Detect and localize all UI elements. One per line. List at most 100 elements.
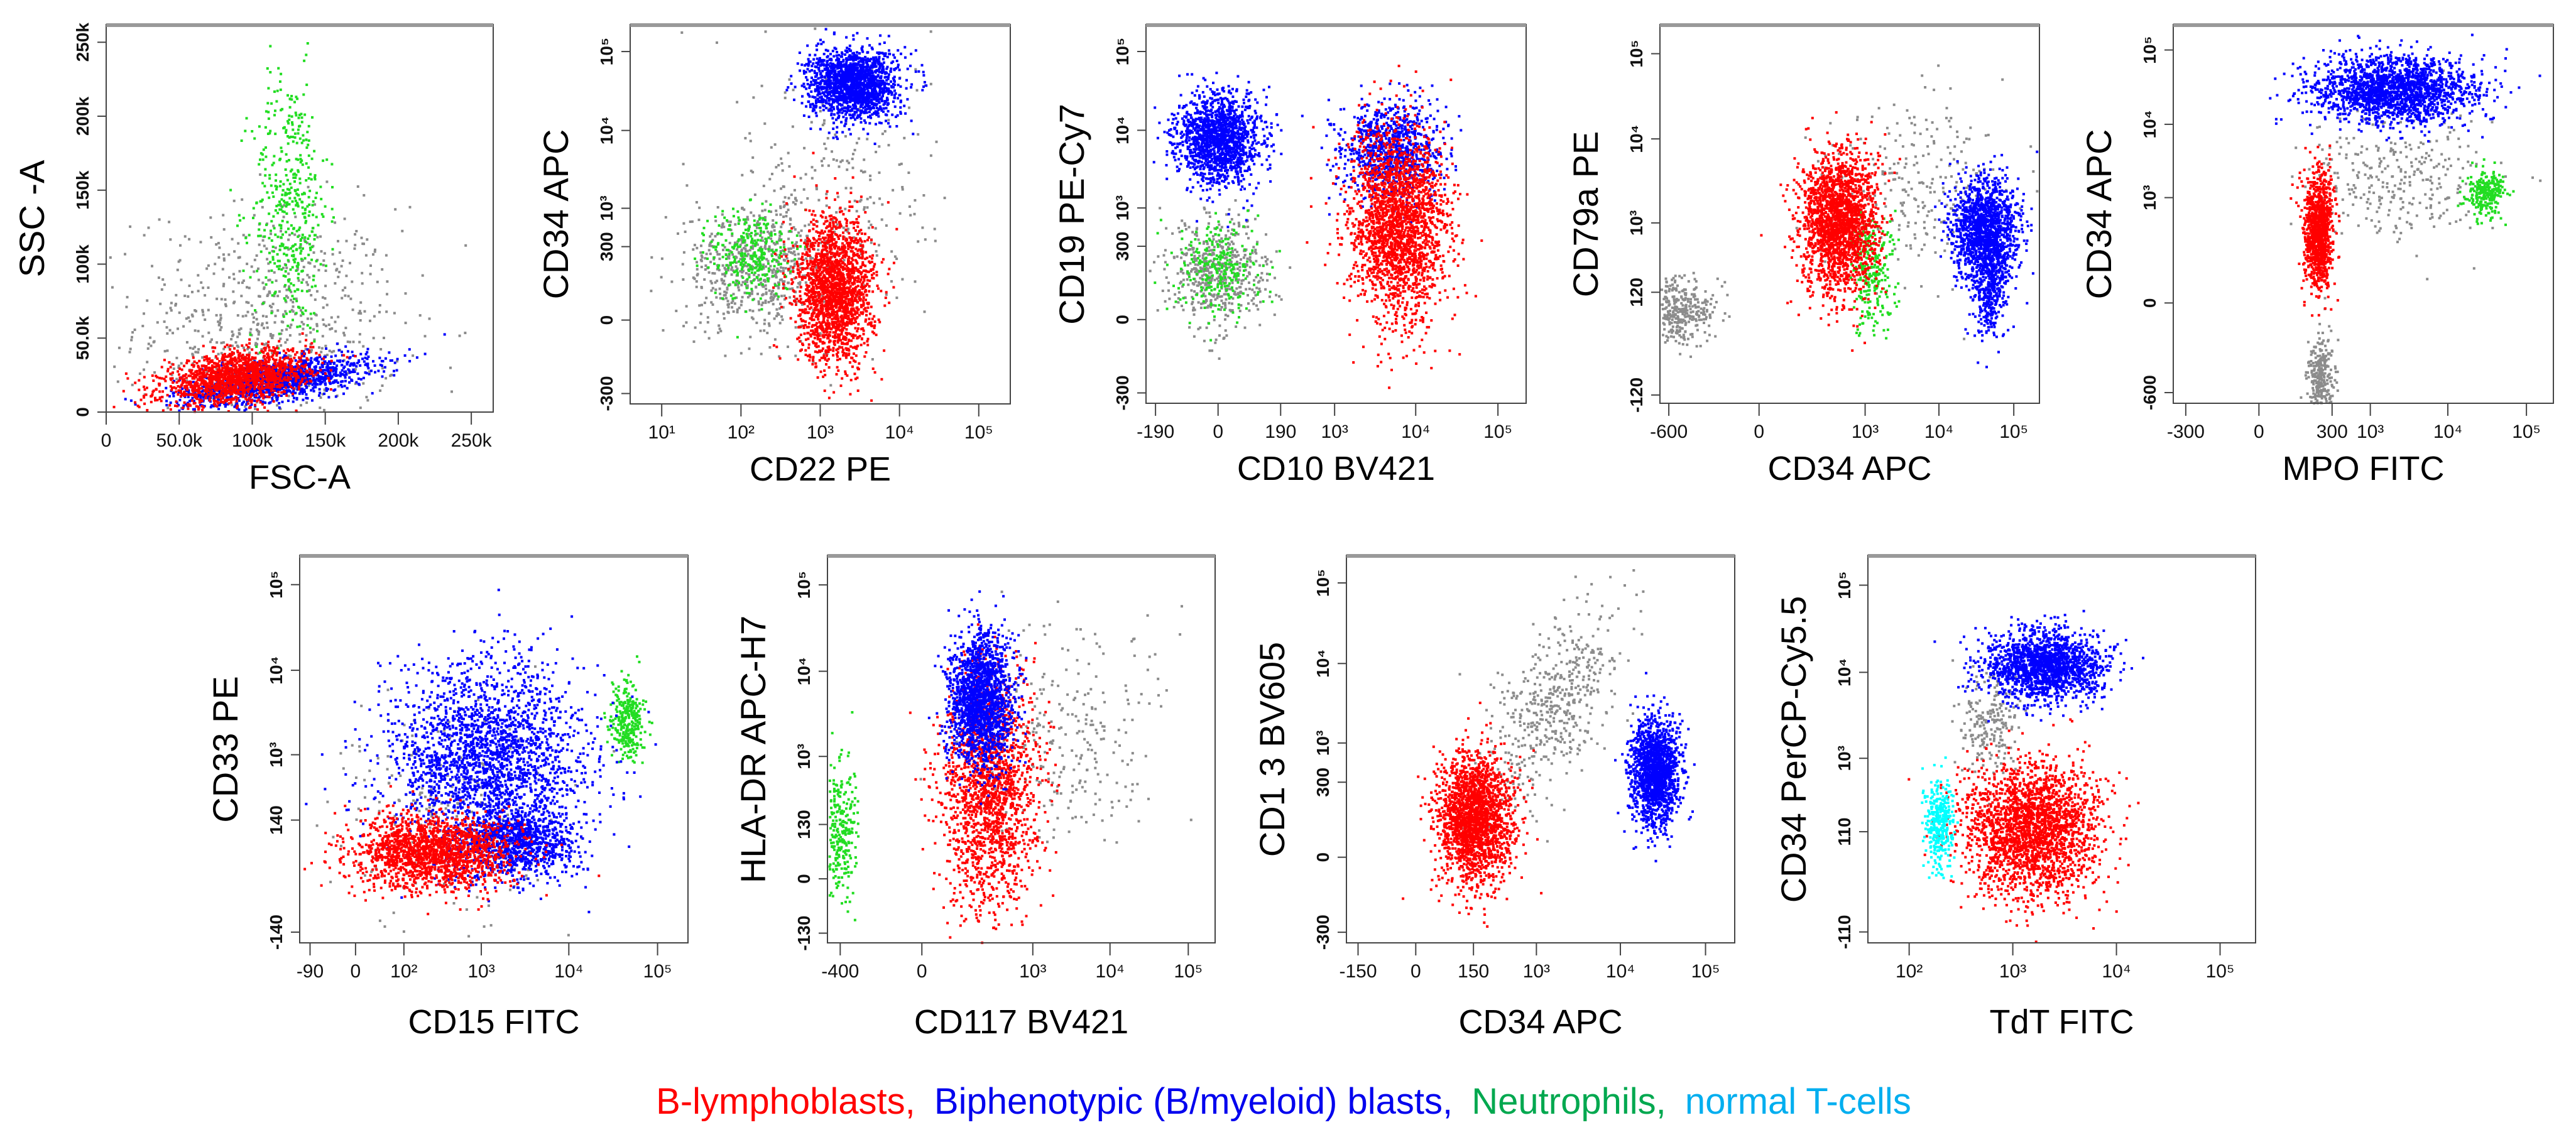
point-red (245, 344, 248, 347)
point-green (729, 261, 732, 264)
point-gray (285, 288, 288, 291)
point-green (291, 266, 294, 269)
point-green (263, 235, 266, 238)
point-green (760, 250, 763, 253)
point-green (292, 173, 295, 176)
point-gray (241, 281, 244, 285)
point-blue (336, 364, 339, 367)
point-red (196, 382, 199, 385)
point-gray (358, 333, 361, 336)
point-green (304, 309, 307, 312)
point-blue (311, 383, 314, 386)
point-green (718, 224, 721, 227)
point-gray (720, 279, 723, 282)
point-blue (343, 365, 346, 368)
point-green (305, 290, 308, 293)
point-gray (320, 351, 323, 354)
point-green (295, 312, 298, 315)
point-red (205, 390, 208, 393)
point-gray (324, 297, 327, 300)
point-blue (367, 356, 370, 358)
point-gray (296, 267, 299, 270)
point-red (240, 354, 243, 357)
point-gray (731, 306, 734, 309)
point-red (200, 400, 204, 403)
point-blue (321, 364, 324, 367)
point-blue (260, 389, 263, 392)
point-red (239, 365, 242, 368)
point-gray (791, 125, 794, 128)
point-blue (319, 366, 322, 369)
point-red (311, 370, 314, 373)
point-green (311, 204, 314, 207)
point-gray (306, 273, 309, 276)
point-gray (214, 263, 217, 266)
point-gray (209, 340, 212, 344)
point-green (742, 241, 745, 244)
point-green (292, 227, 295, 231)
point-gray (780, 187, 783, 190)
point-gray (787, 197, 790, 200)
point-green (732, 207, 734, 210)
point-red (300, 380, 303, 383)
point-blue (309, 362, 312, 365)
point-blue (314, 370, 317, 373)
point-gray (271, 302, 275, 305)
point-red (219, 372, 222, 375)
point-red (249, 374, 253, 376)
point-blue (344, 376, 347, 379)
point-gray (256, 322, 259, 325)
point-gray (197, 274, 200, 277)
point-green (261, 198, 264, 202)
point-gray (344, 286, 347, 290)
point-gray (175, 356, 178, 359)
point-gray (853, 199, 856, 202)
point-red (248, 356, 251, 359)
point-red (237, 389, 240, 392)
point-blue (329, 371, 332, 374)
point-red (248, 338, 251, 341)
point-gray (783, 280, 786, 283)
point-red (237, 371, 241, 374)
point-green (278, 208, 281, 211)
point-red (222, 362, 225, 365)
point-gray (692, 340, 696, 343)
point-gray (281, 266, 285, 269)
point-red (239, 388, 242, 391)
point-gray (204, 294, 207, 297)
point-red (274, 375, 277, 378)
point-gray (708, 244, 711, 247)
point-gray (163, 320, 166, 323)
point-gray (791, 287, 794, 290)
point-blue (207, 396, 210, 400)
point-blue (319, 391, 321, 394)
point-gray (823, 143, 826, 145)
point-gray (237, 281, 240, 285)
point-red (304, 344, 307, 347)
point-gray (765, 200, 768, 203)
point-blue (182, 405, 185, 407)
point-green (314, 234, 317, 237)
point-blue (341, 364, 344, 367)
point-red (231, 374, 234, 377)
point-gray (176, 268, 179, 271)
point-red (272, 346, 275, 349)
point-blue (335, 367, 338, 371)
point-red (238, 392, 241, 395)
point-red (189, 381, 192, 384)
point-green (249, 276, 252, 279)
point-green (315, 215, 318, 219)
point-red (264, 386, 267, 389)
point-gray (363, 310, 366, 313)
point-blue (313, 358, 316, 361)
point-red (234, 363, 236, 366)
point-gray (704, 330, 707, 334)
point-gray (863, 206, 866, 209)
point-gray (768, 324, 771, 327)
point-gray (271, 334, 275, 337)
point-gray (890, 250, 893, 253)
point-red (220, 389, 223, 393)
point-gray (338, 251, 341, 254)
point-red (212, 346, 215, 349)
point-green (288, 182, 292, 185)
